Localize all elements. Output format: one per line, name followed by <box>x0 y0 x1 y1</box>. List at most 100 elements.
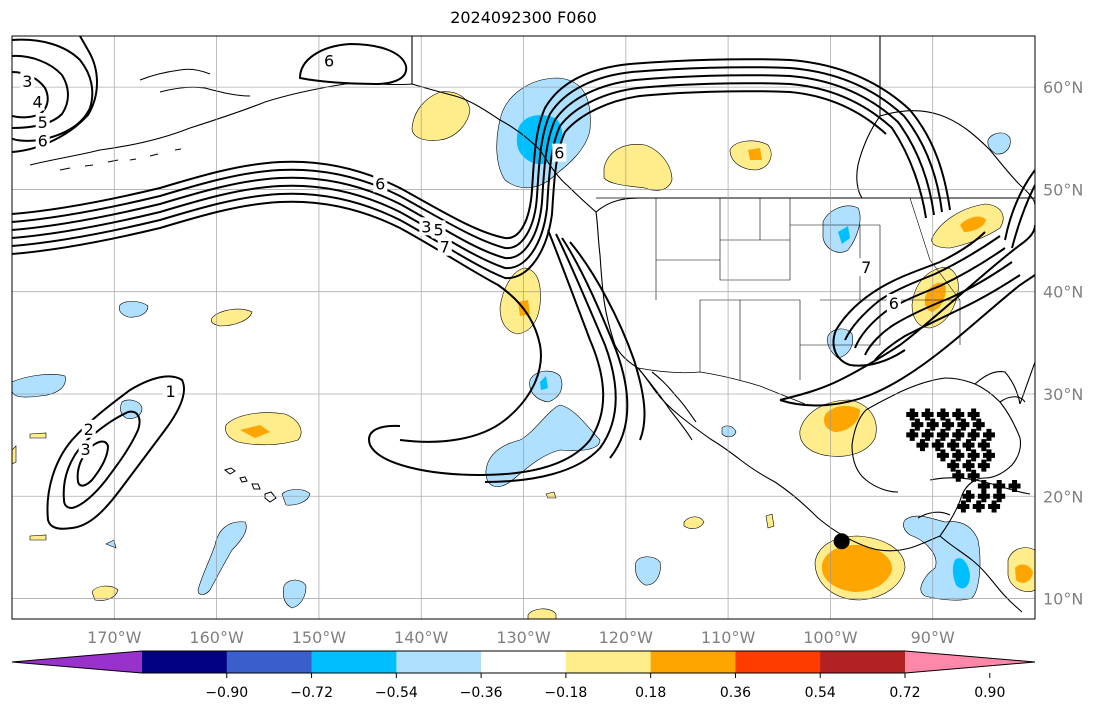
shade-positive <box>683 516 705 529</box>
hatch-marker <box>988 500 1001 513</box>
hatch-marker <box>916 439 929 452</box>
colorbar-tick-label: −0.18 <box>544 685 587 701</box>
shade-positive <box>210 308 253 327</box>
latitude-axis: 10°N 20°N 30°N 40°N 50°N 60°N <box>1043 78 1083 608</box>
hatch-marker <box>977 439 990 452</box>
colorbar-segment <box>735 651 821 673</box>
hatch-marker <box>936 408 949 421</box>
contour-label-bg <box>78 440 93 459</box>
shade-negative <box>635 556 661 586</box>
colorbar-tick-label: −0.72 <box>290 685 333 701</box>
contour-label-bg <box>322 51 337 70</box>
hatch-marker <box>993 480 1006 493</box>
coastline-islands-hawaii <box>223 467 277 503</box>
shade-positive <box>821 544 893 592</box>
contour-label-bg <box>373 174 388 193</box>
hatch-marker <box>952 408 965 421</box>
colorbar-tick-label: −0.36 <box>460 685 503 701</box>
colorbar-segment <box>142 651 228 673</box>
contour-line <box>12 58 951 240</box>
contour-label: 6 <box>324 52 334 71</box>
coastline-aleutians <box>59 148 182 171</box>
coastline-central-america <box>917 511 1023 613</box>
lat-tick-label: 50°N <box>1043 180 1083 199</box>
lat-tick-label: 10°N <box>1043 590 1083 609</box>
shade-negative <box>12 374 66 398</box>
shade-positive <box>1015 564 1033 583</box>
colorbar-outline <box>11 650 1036 674</box>
hatch-marker <box>967 428 980 441</box>
coastline-west-us <box>595 211 941 552</box>
hatch-marker <box>921 408 934 421</box>
hatch-marker <box>926 418 939 431</box>
contour-label: 6 <box>375 174 385 193</box>
hatch-marker <box>1008 480 1021 493</box>
hatch-marker <box>962 459 975 472</box>
colorbar-tick-label: 0.36 <box>720 685 751 701</box>
lon-tick-label: 150°W <box>292 628 347 647</box>
hatch-marker <box>972 500 985 513</box>
lon-tick-label: 160°W <box>189 628 244 647</box>
shade-negative <box>197 521 247 595</box>
lon-tick-label: 100°W <box>803 628 858 647</box>
shade-positive <box>748 148 762 160</box>
shade-positive <box>960 216 986 232</box>
contour-line <box>874 274 1021 361</box>
hatch-marker <box>947 459 960 472</box>
shade-positive <box>527 608 557 619</box>
contour-label: 7 <box>861 258 871 277</box>
hatch-marker <box>972 418 985 431</box>
contour-line <box>12 200 542 443</box>
shade-negative <box>721 425 737 438</box>
contour-label-bg <box>163 381 178 400</box>
contour-line <box>779 224 1035 401</box>
contour-line <box>298 42 408 86</box>
hatch-marker <box>967 469 980 482</box>
shade-negative <box>838 226 850 244</box>
border-us-mexico <box>637 367 806 405</box>
lat-tick-label: 60°N <box>1043 78 1083 97</box>
shade-negative <box>281 489 311 506</box>
shade-positive <box>765 513 775 529</box>
shade-positive <box>411 91 471 141</box>
hatch-marker <box>952 428 965 441</box>
contour-label: 7 <box>440 238 450 257</box>
colorbar-extend-high <box>905 651 1035 673</box>
colorbar-segment <box>820 651 906 673</box>
contour-label: 2 <box>84 420 94 439</box>
shade-positive <box>240 425 270 438</box>
map-frame <box>11 35 1036 620</box>
contour-label: 5 <box>433 220 443 239</box>
contour-label: 5 <box>38 113 48 132</box>
colorbar-tick-label: 0.54 <box>805 685 836 701</box>
colorbar-segment <box>565 651 652 673</box>
hatch-marker <box>947 439 960 452</box>
contour-label: 3 <box>81 440 91 459</box>
contour-label-bg <box>35 131 50 150</box>
shade-positive <box>29 534 47 541</box>
shade-positive <box>91 585 119 601</box>
contour-label: 3 <box>421 217 431 236</box>
colorbar-segment <box>226 651 313 673</box>
contour-line <box>12 82 927 270</box>
shade-negative <box>118 301 149 318</box>
hatch-marker <box>982 449 995 462</box>
hatch-marker <box>942 418 955 431</box>
colorbar-tick-label: −0.90 <box>205 685 248 701</box>
shade-positive <box>824 405 860 432</box>
contour-line <box>1004 169 1035 249</box>
hatch-marker <box>952 469 965 482</box>
coastline-layer <box>29 36 1035 613</box>
contour-line <box>12 38 94 142</box>
shade-negative <box>987 132 1011 155</box>
contour-line <box>12 74 935 260</box>
lon-tick-label: 170°W <box>87 628 142 647</box>
shade-negative <box>540 376 548 390</box>
coastline-cuba <box>929 477 1031 495</box>
coastline-alaska-interior <box>139 36 413 84</box>
contour-label-bg <box>30 92 45 111</box>
lat-tick-label: 40°N <box>1043 283 1083 302</box>
contour-label-bg <box>552 143 567 162</box>
